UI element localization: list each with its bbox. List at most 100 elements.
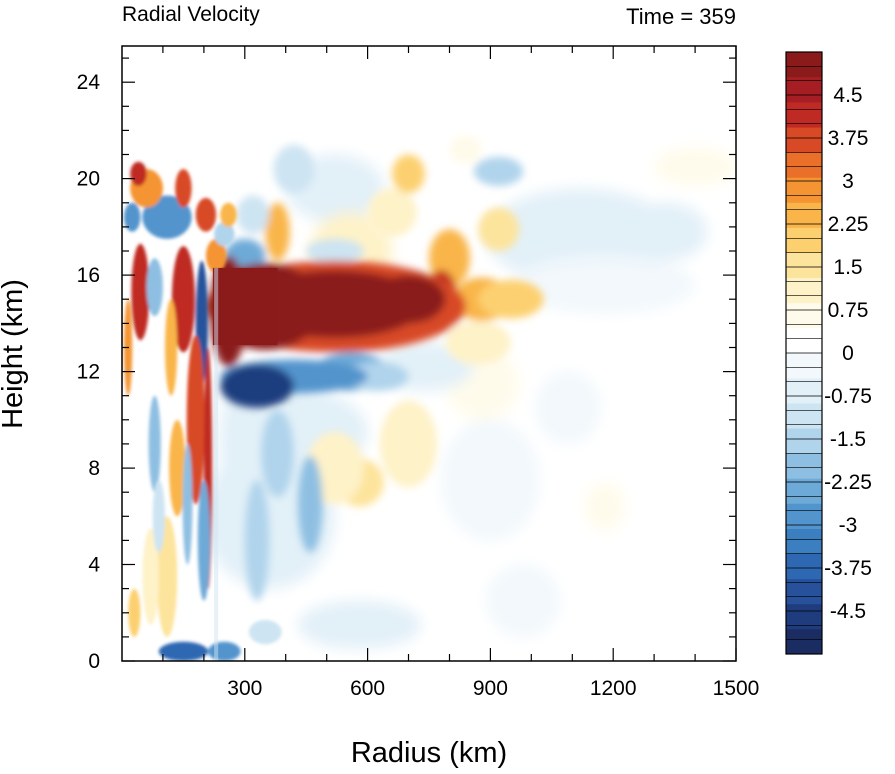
inflow-blob [124, 202, 141, 232]
inflow-blob [142, 195, 192, 239]
inflow-blob [220, 364, 294, 408]
outflow-blob [130, 161, 147, 186]
outflow-blob [165, 299, 178, 396]
y-tick-label: 20 [77, 168, 100, 191]
colorbar-label: -4.5 [830, 600, 866, 623]
colorbar-label: -1.5 [830, 428, 866, 451]
inflow-blob [148, 395, 161, 493]
x-tick-label: 1200 [590, 677, 637, 700]
x-tick-label: 1500 [713, 677, 760, 700]
inflow-blob [486, 564, 560, 637]
colorbar-swatch [786, 478, 822, 504]
colorbar-label: 0 [842, 342, 854, 365]
plot-frame [121, 45, 737, 662]
outflow-blob [478, 207, 520, 251]
title-left: Radial Velocity [122, 3, 260, 26]
outflow-blob [171, 246, 195, 353]
colorbar-swatch [786, 327, 822, 354]
y-axis-ticks: 0 4 8 12 16 20 24 [77, 57, 736, 673]
colorbar-swatch [786, 428, 822, 454]
outflow-blob [449, 135, 483, 165]
colorbar-swatch [786, 528, 822, 554]
inflow-blob [441, 419, 540, 541]
inflow-blob [514, 255, 696, 314]
outflow-blob [175, 169, 192, 208]
colorbar-label: 3 [842, 170, 854, 193]
colorbar-swatch [786, 127, 822, 153]
outflow-core [212, 267, 278, 346]
inflow-blob [214, 222, 235, 247]
inflow-blob [197, 480, 210, 601]
outflow-blob [371, 275, 446, 324]
inflow-blob [207, 641, 241, 661]
title-right: Time = 359 [626, 4, 736, 29]
inflow-blob [261, 410, 294, 497]
outflow-blob [392, 154, 425, 194]
colorbar-label: 2.25 [828, 213, 869, 236]
outflow-blob [478, 279, 544, 319]
colorbar-label: 1.5 [833, 256, 862, 279]
outflow-blob [131, 243, 150, 341]
inflow-blob [152, 480, 165, 553]
eyewall-line [214, 267, 219, 661]
y-axis-label: Height (km) [0, 279, 29, 429]
colorbar-swatch [786, 252, 822, 279]
colorbar-frame [785, 51, 823, 655]
colorbar-swatch [786, 102, 822, 128]
y-tick-label: 24 [77, 71, 101, 94]
colorbar-swatch [786, 353, 822, 379]
colorbar-swatch [786, 553, 822, 580]
outflow-blob [654, 147, 736, 186]
colorbar-label: -3 [839, 514, 858, 537]
outflow-blob [220, 202, 237, 227]
outflow-blob [169, 419, 186, 517]
inflow-blob [535, 371, 601, 444]
inflow-blob [273, 144, 315, 194]
colorbar-swatch [786, 453, 822, 479]
inflow-blob [248, 620, 282, 645]
colorbar-swatch [786, 227, 822, 253]
outflow-blob [445, 320, 511, 365]
colorbar-label: -2.25 [824, 471, 872, 494]
outflow-blob [186, 335, 205, 505]
inflow-blob [182, 443, 193, 565]
y-tick-label: 0 [88, 650, 100, 673]
y-tick-label: 8 [88, 457, 100, 480]
outflow-blob [265, 202, 290, 261]
inflow-blob [474, 156, 524, 186]
y-tick-label: 12 [77, 361, 100, 384]
inflow-blob [244, 480, 270, 601]
colorbar-label: 4.5 [833, 84, 862, 107]
x-axis-label: Radius (km) [351, 737, 507, 769]
inflow-blob [625, 202, 708, 261]
outflow-blob [379, 400, 438, 488]
outflow-blob [205, 238, 227, 273]
colorbar: 4.5 3.75 3 2.25 1.5 0.75 0 -0.75 -1.5 -2.25 -3 -3.7… [785, 51, 872, 655]
y-tick-label: 16 [77, 264, 100, 287]
inflow-blob [158, 641, 208, 661]
colorbar-swatch [786, 628, 822, 655]
x-tick-label: 300 [227, 677, 262, 700]
colorbar-swatch [786, 578, 822, 605]
colorbar-label: 3.75 [828, 127, 869, 150]
outflow-blob [195, 197, 217, 232]
colorbar-swatch [786, 77, 822, 103]
inflow-blob [298, 456, 323, 553]
inflow-blob [298, 600, 421, 649]
colorbar-swatch [786, 52, 822, 78]
outflow-blob [367, 188, 417, 237]
inflow-blob [146, 258, 163, 317]
colorbar-swatch [786, 378, 822, 404]
y-tick-label: 4 [88, 554, 100, 577]
inflow-blob [306, 238, 364, 264]
outflow-blob [142, 528, 159, 625]
colorbar-swatch [786, 277, 822, 304]
outflow-blob [128, 588, 141, 637]
colorbar-swatch [786, 152, 822, 178]
outflow-blob [584, 482, 626, 531]
x-axis-ticks: 300 600 900 1200 1500 [162, 46, 760, 700]
colorbar-swatch [786, 177, 822, 203]
inflow-blob [236, 195, 270, 235]
velocity-field [124, 135, 736, 661]
